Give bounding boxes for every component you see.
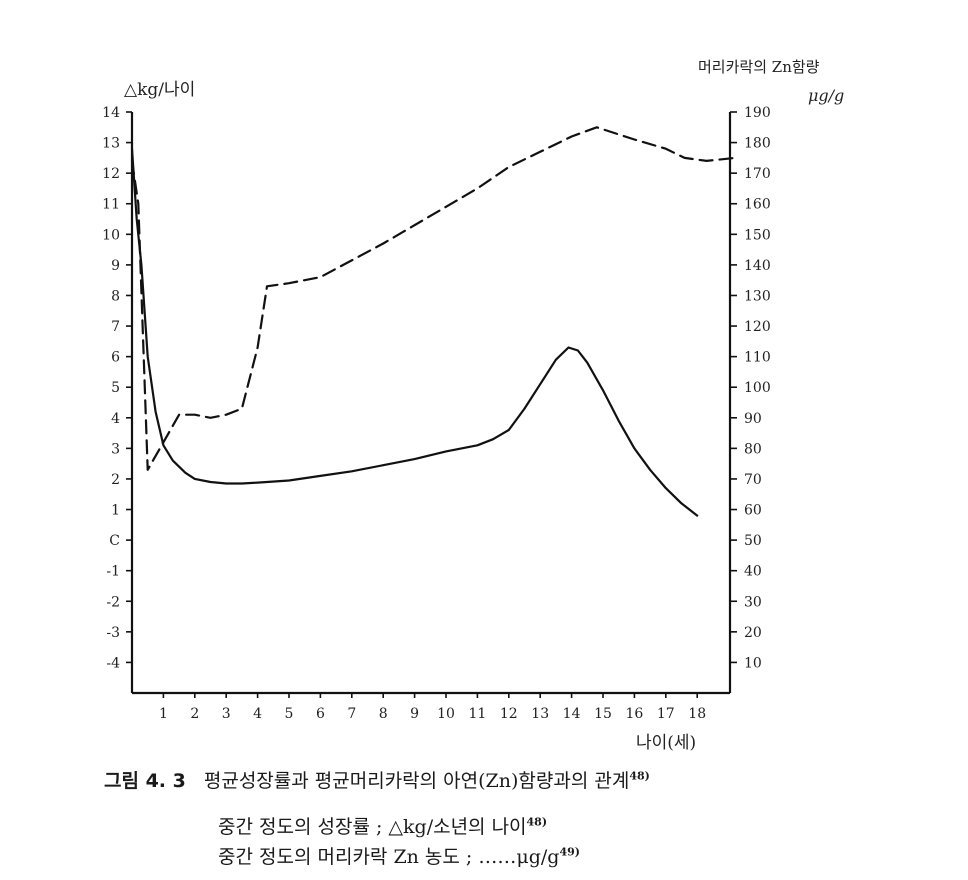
x-tick-label: 12 bbox=[500, 706, 518, 722]
figure-title: 평균성장률과 평균머리카락의 아연(Zn)함량과의 관계 bbox=[203, 770, 630, 792]
x-axis-title: 나이(세) bbox=[636, 733, 696, 753]
x-tick-label: 13 bbox=[531, 706, 549, 722]
caption-line-2-ref: 49) bbox=[559, 845, 580, 859]
left-axis-ticks: 14 13 12 11 10 9 8 7 6 5 4 3 2 1 C -1 -2 -3 -4 bbox=[102, 105, 132, 671]
left-tick-label: 3 bbox=[111, 441, 120, 457]
right-tick-label: 180 bbox=[744, 136, 771, 152]
x-tick-label: 7 bbox=[347, 706, 356, 722]
chart: △kg/나이 머리카락의 Zn함량 μg/g 14131211109876543… bbox=[102, 58, 844, 753]
right-tick-label: 80 bbox=[744, 441, 762, 457]
x-tick-label: 18 bbox=[688, 706, 706, 722]
right-tick-label: 140 bbox=[744, 258, 771, 274]
left-tick-label: 13 bbox=[102, 136, 120, 152]
figure-caption-line-1: 중간 정도의 성장률 ; △kg/소년의 나이48) bbox=[218, 812, 968, 839]
figure-number: 그림 4. 3 bbox=[104, 770, 186, 792]
series-growth-line bbox=[130, 147, 699, 517]
left-tick-label: 12 bbox=[102, 166, 120, 182]
right-tick-label: 100 bbox=[744, 380, 771, 396]
right-tick-label: 160 bbox=[744, 197, 771, 213]
right-tick-label: 20 bbox=[744, 625, 762, 641]
left-tick-label: 14 bbox=[102, 105, 120, 121]
left-tick-label: -3 bbox=[106, 625, 120, 641]
right-tick-label: 190 bbox=[744, 105, 771, 121]
caption-line-1-text: 중간 정도의 성장률 ; △kg/소년의 나이 bbox=[218, 816, 527, 838]
right-tick-label: 90 bbox=[744, 411, 762, 427]
x-tick-label: 16 bbox=[625, 706, 643, 722]
caption-line-2-text: 중간 정도의 머리카락 Zn 농도 ; ……μg/g bbox=[218, 846, 560, 868]
x-tick-label: 10 bbox=[437, 706, 455, 722]
right-tick-label: 150 bbox=[744, 227, 771, 243]
x-tick-label: 15 bbox=[594, 706, 612, 722]
right-axis-ticks: 190 180 170 160 150 140 130 120 110 100 90 80 70 60 50… bbox=[730, 105, 771, 671]
x-tick-label: 3 bbox=[222, 706, 231, 722]
right-tick-label: 170 bbox=[744, 166, 771, 182]
left-tick-label: 7 bbox=[111, 319, 120, 335]
x-tick-label: 1 bbox=[159, 706, 168, 722]
series-layer bbox=[130, 126, 737, 517]
left-tick-label: 8 bbox=[111, 288, 120, 304]
right-tick-label: 110 bbox=[744, 350, 771, 366]
right-tick-label: 120 bbox=[744, 319, 771, 335]
right-tick-label: 70 bbox=[744, 472, 762, 488]
x-tick-label: 9 bbox=[410, 706, 419, 722]
series-zinc-line bbox=[130, 126, 737, 471]
left-tick-label: 9 bbox=[111, 258, 120, 274]
right-axis-title: 머리카락의 Zn함량 bbox=[698, 58, 820, 76]
left-tick-label: -4 bbox=[106, 655, 120, 671]
x-tick-label: 14 bbox=[563, 706, 581, 722]
caption-line-1-ref: 48) bbox=[526, 815, 548, 829]
left-tick-label: 1 bbox=[111, 503, 120, 519]
x-tick-label: 2 bbox=[190, 706, 199, 722]
left-tick-label: 11 bbox=[102, 197, 120, 213]
left-tick-label: 10 bbox=[102, 227, 120, 243]
figure-title-ref: 48) bbox=[629, 769, 650, 783]
x-tick-label: 17 bbox=[657, 706, 675, 722]
right-tick-label: 50 bbox=[744, 533, 762, 549]
left-axis-title: △kg/나이 bbox=[124, 80, 195, 100]
left-tick-label: 4 bbox=[111, 411, 120, 427]
left-tick-label: -2 bbox=[106, 594, 120, 610]
figure-caption-line-2: 중간 정도의 머리카락 Zn 농도 ; ……μg/g49) bbox=[218, 842, 968, 869]
left-tick-label: C bbox=[109, 533, 120, 549]
x-tick-label: 5 bbox=[285, 706, 294, 722]
x-tick-label: 11 bbox=[468, 706, 486, 722]
left-tick-label: 5 bbox=[111, 380, 120, 396]
right-tick-label: 60 bbox=[744, 503, 762, 519]
left-tick-label: 2 bbox=[111, 472, 120, 488]
x-axis-ticks: 1 2 3 4 5 6 7 8 9 10 11 12 13 14 15 16 17 18 bbox=[159, 693, 706, 722]
right-tick-label: 130 bbox=[744, 288, 771, 304]
right-tick-label: 30 bbox=[744, 594, 762, 610]
figure-caption-title: 그림 4. 3 평균성장률과 평균머리카락의 아연(Zn)함량과의 관계48) bbox=[104, 766, 968, 793]
right-axis-unit: μg/g bbox=[808, 86, 844, 105]
left-tick-label: -1 bbox=[106, 564, 120, 580]
left-tick-label: 6 bbox=[111, 350, 120, 366]
x-tick-label: 4 bbox=[253, 706, 262, 722]
x-tick-label: 8 bbox=[379, 706, 388, 722]
x-tick-label: 6 bbox=[316, 706, 325, 722]
right-tick-label: 10 bbox=[744, 655, 762, 671]
right-tick-label: 40 bbox=[744, 564, 762, 580]
